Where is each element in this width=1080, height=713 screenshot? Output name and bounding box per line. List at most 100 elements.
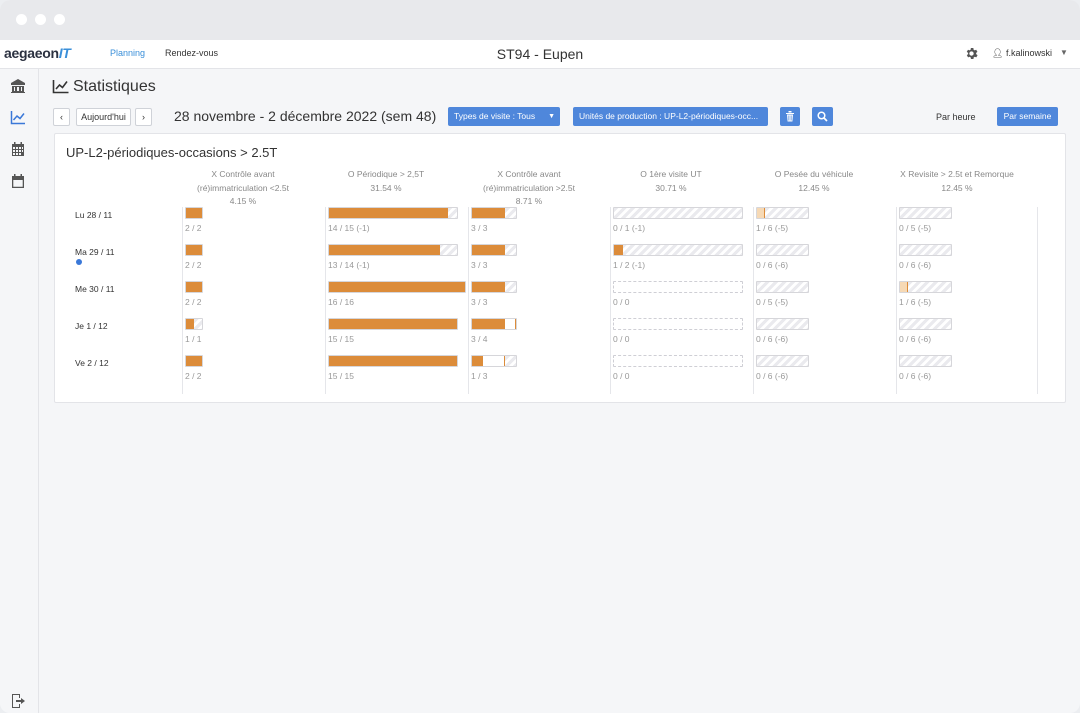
cell-count: 15 / 15	[328, 371, 354, 381]
capacity-bar[interactable]	[613, 355, 743, 367]
column-header: X Contrôle avant (ré)immatriculation <2.5…	[172, 168, 314, 209]
cell-count: 3 / 3	[471, 260, 488, 270]
capacity-bar[interactable]	[328, 355, 458, 367]
column-header-line: 12.45 %	[941, 182, 973, 193]
day-label: Ve 2 / 12	[75, 358, 109, 368]
column-divider	[896, 207, 897, 394]
column-divider	[753, 207, 754, 394]
capacity-bar[interactable]	[899, 207, 952, 219]
capacity-bar[interactable]	[899, 244, 952, 256]
top-navbar: aegaeonIT Planning Rendez-vous ST94 - Eu…	[0, 40, 1080, 69]
capacity-bar[interactable]	[328, 244, 458, 256]
per-week-button[interactable]: Par semaine	[997, 107, 1058, 126]
capacity-bar[interactable]	[185, 318, 203, 330]
capacity-bar[interactable]	[471, 244, 517, 256]
logo-main: aegaeon	[4, 45, 59, 61]
trash-icon	[786, 111, 794, 122]
capacity-bar[interactable]	[899, 318, 952, 330]
nav-planning[interactable]: Planning	[110, 48, 146, 58]
stats-card: UP-L2-périodiques-occasions > 2.5T X Con…	[54, 133, 1066, 403]
logo-it: IT	[58, 45, 71, 61]
capacity-bar[interactable]	[328, 318, 458, 330]
user-name: f.kalinowski	[1005, 48, 1052, 58]
calendar-grid-icon[interactable]	[10, 141, 26, 157]
capacity-bar[interactable]	[756, 244, 809, 256]
cell-count: 0 / 6 (-6)	[899, 260, 932, 270]
card-title: UP-L2-périodiques-occasions > 2.5T	[66, 145, 278, 160]
visit-types-dropdown[interactable]: Types de visite : Tous ▼	[448, 107, 560, 126]
caret-down-icon: ▼	[548, 113, 555, 120]
day-label: Je 1 / 12	[75, 321, 108, 331]
capacity-bar-remaining	[483, 356, 505, 366]
capacity-bar[interactable]	[185, 355, 203, 367]
cell-count: 0 / 6 (-6)	[899, 334, 932, 344]
capacity-bar[interactable]	[471, 281, 517, 293]
capacity-bar[interactable]	[471, 318, 517, 330]
today-indicator	[76, 259, 82, 265]
caret-down-icon[interactable]: ▼	[1060, 48, 1068, 57]
cell-count: 2 / 2	[185, 223, 202, 233]
chart-line-icon[interactable]	[10, 109, 26, 125]
cell-count: 0 / 0	[613, 371, 630, 381]
column-header-line: 4.15 %	[229, 196, 257, 206]
capacity-bar[interactable]	[185, 244, 203, 256]
calendar-icon[interactable]	[10, 173, 26, 189]
capacity-bar[interactable]	[471, 207, 517, 219]
per-hour-button[interactable]: Par heure	[936, 112, 976, 122]
clear-filters-button[interactable]	[780, 107, 800, 126]
prev-week-button[interactable]: ‹	[53, 108, 70, 126]
capacity-bar-fill	[329, 208, 449, 218]
capacity-bar[interactable]	[328, 207, 458, 219]
capacity-bar[interactable]	[756, 281, 809, 293]
main-content: Statistiques ‹ Aujourd'hui › 28 novembre…	[40, 69, 1080, 713]
column-header-line: O Pesée du véhicule	[774, 169, 854, 179]
user-menu[interactable]: 👤︎ f.kalinowski	[992, 48, 1052, 59]
column-header-line: 30.71 %	[655, 182, 687, 193]
capacity-bar[interactable]	[185, 207, 203, 219]
capacity-bar[interactable]	[899, 355, 952, 367]
capacity-bar-fill	[329, 282, 465, 292]
building-icon[interactable]	[10, 78, 26, 94]
cell-count: 0 / 0	[613, 297, 630, 307]
search-button[interactable]	[812, 107, 833, 126]
capacity-bar[interactable]	[899, 281, 952, 293]
window-dot	[16, 14, 27, 25]
logout-icon[interactable]	[10, 693, 26, 709]
capacity-bar-fill	[186, 208, 202, 218]
capacity-bar-fill	[329, 319, 457, 329]
logo[interactable]: aegaeonIT	[4, 45, 71, 61]
capacity-bar[interactable]	[471, 355, 517, 367]
cell-count: 0 / 1 (-1)	[613, 223, 646, 233]
column-header-line: X Contrôle avant	[497, 169, 561, 179]
capacity-bar[interactable]	[756, 207, 809, 219]
column-header: X Contrôle avant (ré)immatriculation >2.5…	[458, 168, 600, 209]
capacity-bar-fill	[186, 245, 202, 255]
column-header: O Périodique > 2,5T 31.54 %	[315, 168, 457, 195]
column-divider	[182, 207, 183, 394]
window-dot	[54, 14, 65, 25]
capacity-bar[interactable]	[613, 244, 743, 256]
capacity-bar[interactable]	[185, 281, 203, 293]
production-units-dropdown[interactable]: Unités de production : UP-L2-périodiques…	[573, 107, 768, 126]
chevron-right-icon: ›	[142, 112, 145, 122]
nav-rendez-vous[interactable]: Rendez-vous	[165, 48, 219, 58]
cell-count: 16 / 16	[328, 297, 354, 307]
capacity-bar[interactable]	[613, 207, 743, 219]
column-header: O Pesée du véhicule 12.45 %	[743, 168, 885, 195]
day-label: Lu 28 / 11	[75, 210, 113, 220]
column-header: X Revisite > 2.5t et Remorque 12.45 %	[886, 168, 1028, 195]
capacity-bar[interactable]	[328, 281, 466, 293]
capacity-bar[interactable]	[613, 318, 743, 330]
gear-icon[interactable]	[964, 46, 979, 61]
cell-count: 2 / 2	[185, 297, 202, 307]
cell-count: 14 / 15 (-1)	[328, 223, 370, 233]
capacity-bar[interactable]	[756, 318, 809, 330]
cell-count: 0 / 5 (-5)	[899, 223, 932, 233]
cell-count: 0 / 6 (-6)	[899, 371, 932, 381]
next-week-button[interactable]: ›	[135, 108, 152, 126]
capacity-bar[interactable]	[613, 281, 743, 293]
capacity-bar[interactable]	[756, 355, 809, 367]
cell-count: 1 / 6 (-5)	[899, 297, 932, 307]
today-button[interactable]: Aujourd'hui	[76, 108, 131, 126]
cell-count: 3 / 3	[471, 297, 488, 307]
